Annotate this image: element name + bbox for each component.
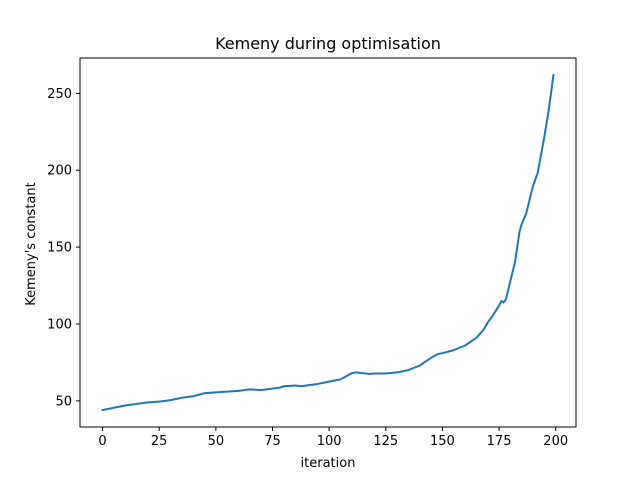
axes-frame (79, 57, 577, 428)
x-tick-label: 50 (208, 434, 225, 449)
x-tick-label: 200 (543, 434, 568, 449)
y-axis-label: Kemeny's constant (24, 182, 39, 305)
y-tick-label: 200 (47, 164, 72, 179)
x-tick-label: 25 (151, 434, 168, 449)
x-tick-label: 150 (430, 434, 455, 449)
x-tick-label: 175 (487, 434, 512, 449)
x-tick-label: 125 (373, 434, 398, 449)
y-tick-label: 150 (47, 241, 72, 256)
chart-title: Kemeny during optimisation (215, 34, 441, 53)
x-axis-ticks: 0 25 50 75 100 125 150 175 200 (98, 427, 568, 449)
x-tick-label: 0 (98, 434, 106, 449)
plot-area (79, 57, 577, 428)
y-tick-label: 250 (47, 87, 72, 102)
x-tick-label: 75 (264, 434, 281, 449)
y-tick-label: 50 (55, 394, 72, 409)
x-axis-label: iteration (301, 456, 356, 471)
series-line-1 (101, 73, 555, 412)
x-tick-label: 100 (317, 434, 342, 449)
y-axis-ticks: 50 100 150 200 250 (47, 87, 80, 409)
y-tick-label: 100 (47, 317, 72, 332)
